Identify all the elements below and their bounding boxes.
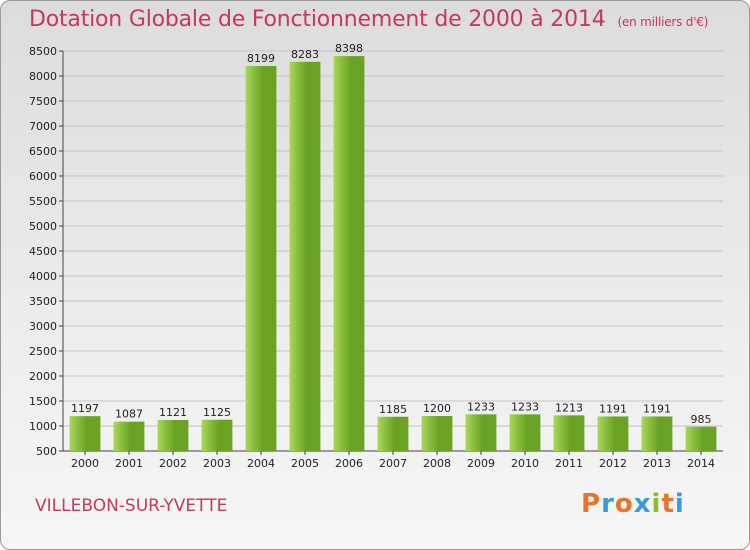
bar-2002[interactable]: [157, 419, 189, 451]
value-label-2012: 1191: [599, 402, 627, 415]
bar-2009[interactable]: [465, 414, 497, 451]
bar-2008[interactable]: [421, 416, 453, 451]
value-label-2008: 1200: [423, 402, 451, 415]
y-tick-label: 3500: [29, 295, 57, 308]
value-label-2003: 1125: [203, 406, 231, 419]
bar-2005[interactable]: [289, 61, 321, 451]
x-tick-label-2011: 2011: [555, 457, 583, 470]
y-tick-label: 1500: [29, 395, 57, 408]
bar-2014[interactable]: [685, 426, 717, 451]
value-label-2013: 1191: [643, 402, 671, 415]
x-tick-label-2013: 2013: [643, 457, 671, 470]
chart-title: Dotation Globale de Fonctionnement de 20…: [29, 7, 708, 32]
logo-letter: i: [674, 489, 685, 519]
bar-2010[interactable]: [509, 414, 541, 451]
y-tick-label: 7000: [29, 120, 57, 133]
y-tick-label: 2500: [29, 345, 57, 358]
y-tick-label: 5500: [29, 195, 57, 208]
proxiti-logo[interactable]: Proxiti: [581, 489, 685, 519]
x-tick-label-2014: 2014: [687, 457, 715, 470]
y-tick-label: 4000: [29, 270, 57, 283]
x-tick-label-2001: 2001: [115, 457, 143, 470]
value-label-2010: 1233: [511, 400, 539, 413]
bar-2006[interactable]: [333, 56, 365, 451]
logo-letter: t: [661, 489, 675, 519]
bar-2013[interactable]: [641, 416, 673, 451]
x-tick-label-2007: 2007: [379, 457, 407, 470]
value-label-2000: 1197: [71, 402, 99, 415]
y-tick-label: 2000: [29, 370, 57, 383]
value-label-2004: 8199: [247, 52, 275, 65]
y-tick-label: 5000: [29, 220, 57, 233]
chart-title-text: Dotation Globale de Fonctionnement de 20…: [29, 7, 606, 32]
value-label-2007: 1185: [379, 403, 407, 416]
value-label-2005: 8283: [291, 48, 319, 61]
unit-note: (en milliers d'€): [617, 15, 709, 29]
logo-letter: r: [601, 489, 615, 519]
bar-2011[interactable]: [553, 415, 585, 451]
logo-letter: x: [633, 489, 652, 519]
y-tick-label: 1000: [29, 420, 57, 433]
x-tick-label-2010: 2010: [511, 457, 539, 470]
value-label-2009: 1233: [467, 400, 495, 413]
y-tick-label: 500: [36, 445, 57, 458]
commune-name: VILLEBON-SUR-YVETTE: [35, 496, 228, 516]
value-label-2006: 8398: [335, 42, 363, 55]
y-tick-label: 8000: [29, 70, 57, 83]
y-tick-label: 7500: [29, 95, 57, 108]
x-tick-label-2004: 2004: [247, 457, 275, 470]
y-tick-label: 8500: [29, 45, 57, 58]
value-label-2014: 985: [691, 413, 712, 426]
bar-2007[interactable]: [377, 416, 409, 451]
bar-2012[interactable]: [597, 416, 629, 451]
bar-2003[interactable]: [201, 419, 233, 451]
bar-2001[interactable]: [113, 421, 145, 451]
x-tick-label-2000: 2000: [71, 457, 99, 470]
x-tick-label-2012: 2012: [599, 457, 627, 470]
y-tick-label: 6500: [29, 145, 57, 158]
x-tick-label-2009: 2009: [467, 457, 495, 470]
x-tick-label-2006: 2006: [335, 457, 363, 470]
value-label-2011: 1213: [555, 401, 583, 414]
value-label-2001: 1087: [115, 408, 143, 421]
x-tick-label-2003: 2003: [203, 457, 231, 470]
bar-2004[interactable]: [245, 66, 277, 452]
logo-letter: P: [581, 489, 602, 519]
logo-letter: o: [614, 489, 634, 519]
y-tick-label: 6000: [29, 170, 57, 183]
x-tick-label-2005: 2005: [291, 457, 319, 470]
bar-2000[interactable]: [69, 416, 101, 451]
x-tick-label-2008: 2008: [423, 457, 451, 470]
y-tick-label: 4500: [29, 245, 57, 258]
logo-letter: i: [651, 489, 662, 519]
x-tick-label-2002: 2002: [159, 457, 187, 470]
y-tick-label: 3000: [29, 320, 57, 333]
value-label-2002: 1121: [159, 406, 187, 419]
